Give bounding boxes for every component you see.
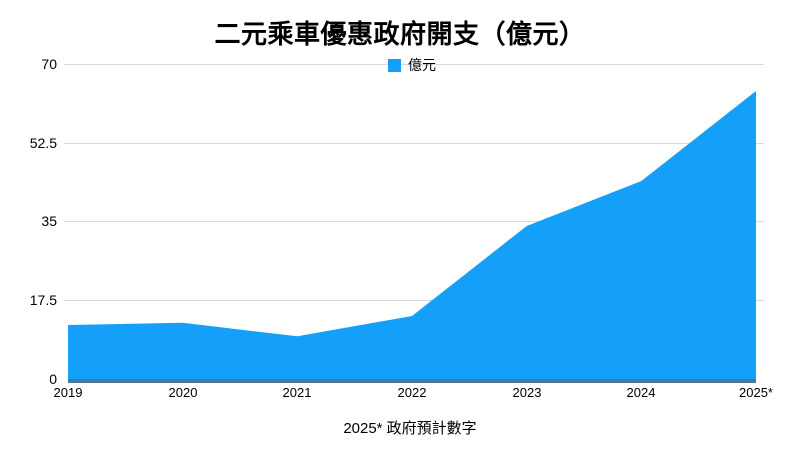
- y-axis-tick-label: 52.5: [29, 135, 57, 151]
- area-series: [68, 91, 756, 379]
- legend-label: 億元: [408, 57, 436, 73]
- gridline: [64, 221, 764, 222]
- gridline: [64, 143, 764, 144]
- x-axis-tick-label: 2024: [626, 385, 656, 400]
- legend-swatch-icon: [388, 58, 401, 72]
- x-axis-tick-label: 2021: [282, 385, 312, 400]
- x-axis-tick-label: 2025*: [739, 385, 773, 400]
- x-axis-tick-label: 2023: [512, 385, 542, 400]
- chart-title: 二元乘車優惠政府開支（億元）: [214, 19, 586, 49]
- x-axis-tick-label: 2019: [53, 385, 83, 400]
- gridline: [64, 300, 764, 301]
- y-axis-tick-label: 35: [41, 213, 57, 229]
- x-axis-line: [68, 379, 756, 383]
- y-axis-tick-label: 17.5: [29, 292, 57, 308]
- legend: 億元: [388, 57, 436, 73]
- x-axis-tick-label: 2022: [397, 385, 427, 400]
- footnote: 2025* 政府預計數字: [343, 420, 477, 437]
- gridline: [64, 64, 764, 65]
- y-axis-tick-label: 0: [49, 371, 57, 387]
- y-axis-tick-label: 70: [41, 56, 57, 72]
- x-axis-tick-label: 2020: [168, 385, 198, 400]
- plot-area: [68, 91, 756, 383]
